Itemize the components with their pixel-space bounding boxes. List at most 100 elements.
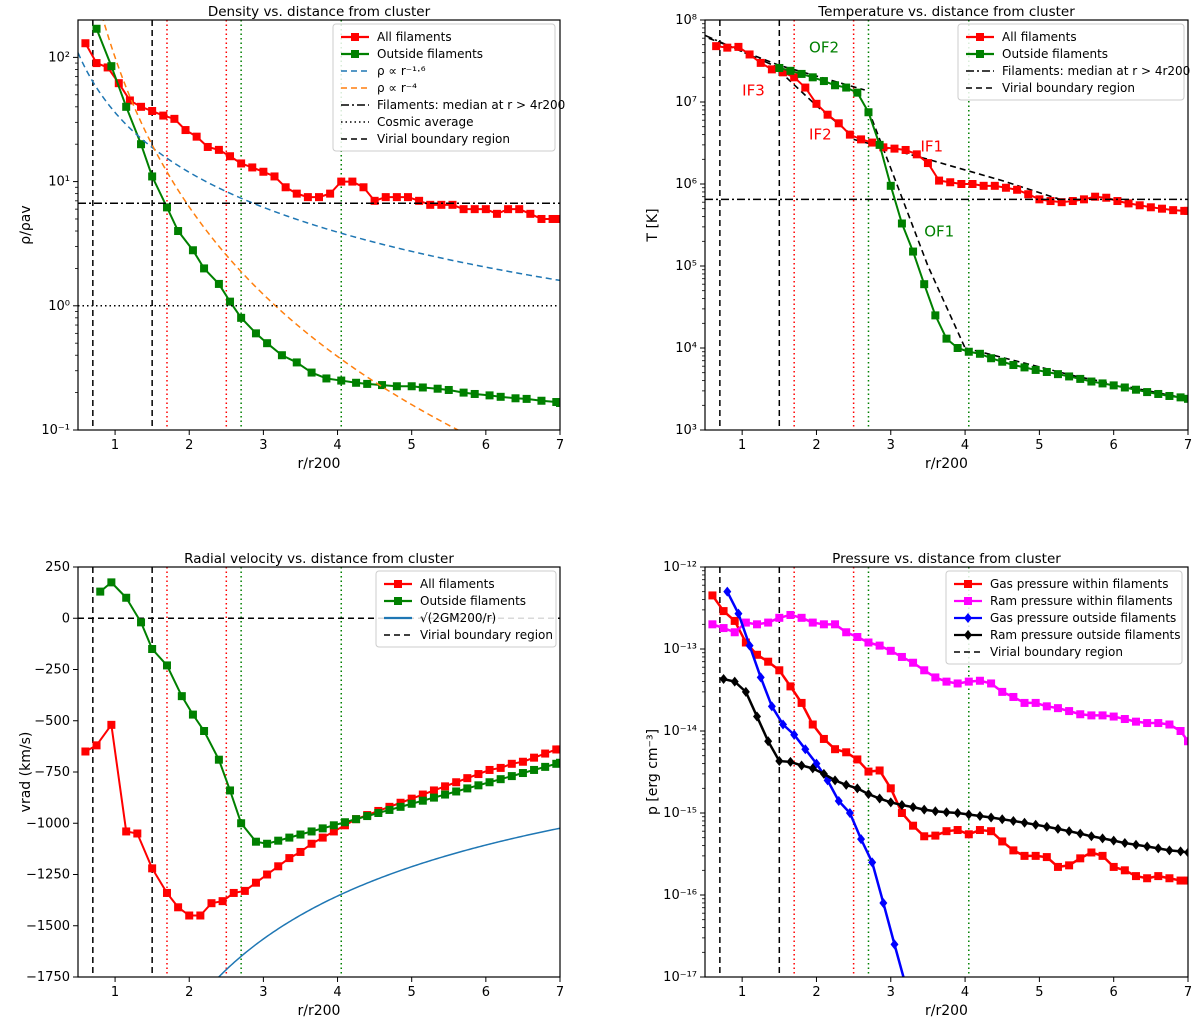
series-ram-pressure-within-filaments-point	[920, 666, 929, 675]
series-outside-filaments-point	[162, 203, 171, 212]
series-all-filaments-point	[303, 193, 312, 202]
series-outside-filaments-point	[363, 379, 372, 388]
legend-box	[375, 570, 557, 648]
series-outside-filaments-point	[177, 692, 186, 701]
series-outside-filaments-point	[251, 837, 260, 846]
legend-entry-gas-pressure-outside-filaments-label: Gas pressure outside filaments	[990, 611, 1176, 625]
series-all-filaments-point	[237, 159, 246, 168]
density-panel: 1 2 3 4 5 6 7 10⁻¹ 10⁰ 10¹ 10² Density vs. distance…	[18, 4, 565, 472]
series-ram-pressure-within-filaments-point	[897, 652, 906, 661]
series-ram-pressure-outside-filaments-point	[797, 760, 806, 771]
series-all-filaments-point	[1124, 199, 1133, 208]
series-outside-filaments-point	[251, 329, 260, 338]
series-outside-filaments-point	[998, 357, 1007, 366]
series-outside-filaments-point	[148, 172, 157, 181]
series-outside-filaments-point	[1042, 367, 1051, 376]
series-all-filaments-point	[181, 126, 190, 135]
series-ram-pressure-within-filaments-point	[1154, 719, 1163, 728]
series-ram-pressure-within-filaments-point	[764, 618, 773, 627]
series-outside-filaments-point	[107, 578, 116, 587]
series-all-filaments-point	[1102, 193, 1111, 202]
series-outside-filaments-point	[418, 383, 427, 392]
series-outside-filaments-point	[352, 815, 361, 824]
series-all-filaments-point	[1157, 204, 1166, 213]
legend-entry-outside-filaments: Outside filaments	[384, 594, 526, 608]
series-outside-filaments-point	[318, 824, 327, 833]
series-all-filaments-point	[556, 214, 560, 223]
y-tick-label: 250	[45, 560, 70, 575]
series-all-filaments-markers	[81, 39, 560, 223]
x-tick-label: 5	[1035, 985, 1043, 1000]
chart-title: Pressure vs. distance from cluster	[832, 551, 1061, 567]
series-gas-pressure-within-filaments-point	[1042, 853, 1051, 862]
legend-entry-gas-pressure-outside-filaments-marker	[964, 613, 972, 623]
series-all-filaments-point	[492, 209, 501, 218]
series-all-filaments-point	[1035, 195, 1044, 204]
series-gas-pressure-outside-filaments-point	[913, 1005, 921, 1015]
series-outside-filaments-point	[1065, 372, 1074, 381]
series-outside-filaments-point	[418, 796, 427, 805]
series-all-filaments-point	[1046, 197, 1055, 206]
series-ram-pressure-within-filaments-point	[719, 624, 728, 633]
series-outside-filaments-point	[909, 247, 918, 256]
series-ram-pressure-within-filaments-point	[864, 638, 873, 647]
series-ram-pressure-outside-filaments-point	[1120, 838, 1129, 849]
series-ram-pressure-within-filaments-point	[808, 618, 817, 627]
legend-entry-virial-boundary-region: Virial boundary region	[384, 628, 553, 642]
legend-entry-all-filaments-label: All filaments	[377, 30, 452, 44]
series-ram-pressure-within-filaments-point	[998, 687, 1007, 696]
series-outside-filaments-point	[407, 382, 416, 391]
y-axis-label: T [K]	[645, 208, 661, 242]
series-outside-filaments-markers	[775, 63, 1188, 403]
series-gas-pressure-outside-filaments-point	[734, 608, 743, 619]
series-gas-pressure-within-filaments-point	[1065, 861, 1074, 870]
series-all-filaments-point	[923, 159, 932, 168]
y-axis-label: ρ/ρav	[18, 205, 34, 244]
series-all-filaments-point	[81, 747, 90, 756]
series-ram-pressure-within-filaments-point	[1098, 711, 1107, 720]
radial-velocity-panel: 1 2 3 4 5 6 7 −1750 −1500 −1250 −1000 −750 −500 −250 0…	[18, 551, 564, 1019]
y-tick-label: 10⁻¹⁴	[663, 724, 697, 739]
series-gas-pressure-outside-filaments-point	[779, 719, 788, 730]
series-outside-filaments-markers	[96, 578, 560, 848]
series-all-filaments-point	[92, 741, 101, 750]
series-outside-filaments-point	[987, 354, 996, 363]
series-gas-pressure-outside-filaments-point	[857, 834, 866, 845]
series-gas-pressure-outside-filaments-point	[879, 897, 888, 908]
series-outside-filaments-point	[378, 381, 387, 390]
series-all-filaments-point	[712, 42, 721, 51]
series-all-filaments-point	[270, 172, 279, 181]
series-gas-pressure-within-filaments-point	[987, 827, 996, 836]
legend-entry-outside-filaments: Outside filaments	[966, 47, 1108, 61]
series-ram-pressure-outside-filaments-point	[987, 812, 996, 823]
series-all-filaments-point	[326, 189, 335, 198]
series-all-filaments-point	[1068, 197, 1077, 206]
series-outside-filaments-point	[875, 140, 884, 149]
series-ram-pressure-within-filaments-point	[831, 620, 840, 629]
series-outside-filaments-point	[964, 347, 973, 356]
series-ram-pressure-outside-filaments-point	[998, 814, 1007, 825]
annotation-of1: OF1	[924, 222, 954, 240]
series-all-filaments-point	[530, 753, 539, 762]
series-ram-pressure-outside-filaments-point	[719, 674, 728, 685]
series-all-filaments-point	[548, 214, 557, 223]
series-all-filaments-markers	[81, 720, 560, 920]
plot-area	[708, 567, 1188, 1015]
y-tick-label: −1750	[26, 970, 70, 985]
series-outside-filaments-point	[511, 394, 520, 403]
series-outside-filaments-point	[137, 618, 146, 627]
series-all-filaments-point	[452, 778, 461, 787]
series-gas-pressure-outside-filaments-line	[726, 591, 905, 977]
x-tick-label: 1	[738, 438, 746, 453]
series-outside-filaments-point	[444, 385, 453, 394]
series-all-filaments-point	[912, 150, 921, 159]
annotation-if1: IF1	[920, 137, 943, 155]
series-outside-filaments-point	[137, 140, 146, 149]
series-outside-filaments-point	[148, 645, 157, 653]
series-gas-pressure-outside-filaments-point	[902, 980, 910, 990]
series-gas-pressure-within-filaments-point	[797, 698, 806, 707]
series-all-filaments-point	[504, 205, 513, 214]
x-tick-label: 5	[408, 985, 416, 1000]
series-all-filaments-point	[229, 888, 238, 897]
series-gas-pressure-within-filaments-point	[931, 831, 940, 840]
